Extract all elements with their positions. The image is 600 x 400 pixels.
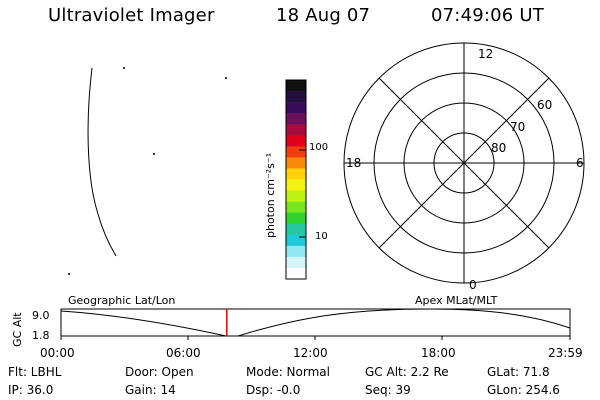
ip-status: IP: 36.0 (8, 383, 54, 397)
colorbar-swatch (286, 190, 306, 202)
colorbar-swatch (286, 80, 306, 92)
ephemeris-frame (60, 308, 571, 337)
x-tick-label-00: 00:00 (40, 346, 75, 360)
colorbar-swatch (286, 146, 306, 158)
polar-diagonal-line (378, 77, 550, 249)
polar-label-right: 6 (576, 156, 584, 170)
x-tick-label-06: 06:00 (166, 346, 201, 360)
image-dot (68, 273, 70, 275)
colorbar-swatch (286, 135, 306, 147)
colorbar-swatch (286, 256, 306, 269)
flt-status: Flt: LBHL (8, 365, 62, 379)
colorbar-border (285, 79, 307, 280)
colorbar-swatch (286, 157, 306, 169)
colorbar-swatch (286, 234, 306, 247)
seq-status: Seq: 39 (365, 383, 411, 397)
ephemeris-y-bottom: 1.8 (32, 329, 50, 342)
mode-status: Mode: Normal (246, 365, 330, 379)
ephemeris-right-label: Apex MLat/MLT (415, 294, 498, 307)
colorbar-swatch (286, 91, 306, 103)
x-tick-label-18: 18:00 (421, 346, 456, 360)
header-bar: Ultraviolet Imager 18 Aug 07 07:49:06 UT (0, 5, 600, 33)
colorbar-swatch (286, 113, 306, 125)
glat-status: GLat: 71.8 (487, 365, 550, 379)
colorbar-unit-label: photon cm⁻²s⁻¹ (264, 153, 277, 238)
polar-label-left: 18 (346, 156, 361, 170)
observation-time: 07:49:06 UT (431, 5, 544, 26)
polar-ring-label-80: 80 (491, 141, 506, 155)
ephemeris-y-top: 9.0 (32, 309, 50, 322)
instrument-title: Ultraviolet Imager (48, 5, 215, 26)
polar-ring-label-70: 70 (510, 120, 525, 134)
door-status: Door: Open (125, 365, 194, 379)
ephemeris-axis-label: GC Alt (11, 312, 24, 347)
colorbar-swatch (286, 168, 306, 180)
gain-status: Gain: 14 (125, 383, 176, 397)
colorbar-label-100: 100 (309, 142, 328, 153)
dsp-status: Dsp: -0.0 (246, 383, 301, 397)
colorbar (285, 79, 307, 280)
observation-date: 18 Aug 07 (276, 5, 371, 26)
ephemeris-left-label: Geographic Lat/Lon (68, 294, 175, 307)
colorbar-swatch (286, 267, 306, 280)
colorbar-label-10: 10 (315, 231, 328, 242)
image-dot (225, 77, 227, 79)
colorbar-swatch (286, 223, 306, 236)
image-dot (123, 67, 125, 69)
colorbar-swatch (286, 102, 306, 114)
polar-label-bottom: 0 (469, 278, 477, 292)
colorbar-swatch (286, 124, 306, 136)
colorbar-swatch (286, 212, 306, 225)
gc-alt-status: GC Alt: 2.2 Re (365, 365, 449, 379)
image-dot (153, 153, 155, 155)
colorbar-swatch (286, 201, 306, 213)
planet-limb-arc (87, 67, 117, 257)
polar-label-top: 12 (478, 47, 493, 61)
x-tick-label-23-59: 23:59 (548, 346, 583, 360)
ephemeris-panel: Geographic Lat/Lon Apex MLat/MLT GC Alt … (11, 294, 583, 360)
colorbar-swatch (286, 179, 306, 191)
colorbar-swatch (286, 245, 306, 258)
polar-plot: 12 0 18 6 60 70 80 (343, 42, 585, 292)
polar-ring-label-60: 60 (537, 98, 552, 112)
gc-alt-curve (60, 308, 571, 337)
glon-status: GLon: 254.6 (487, 383, 560, 397)
x-tick-label-12: 12:00 (293, 346, 328, 360)
